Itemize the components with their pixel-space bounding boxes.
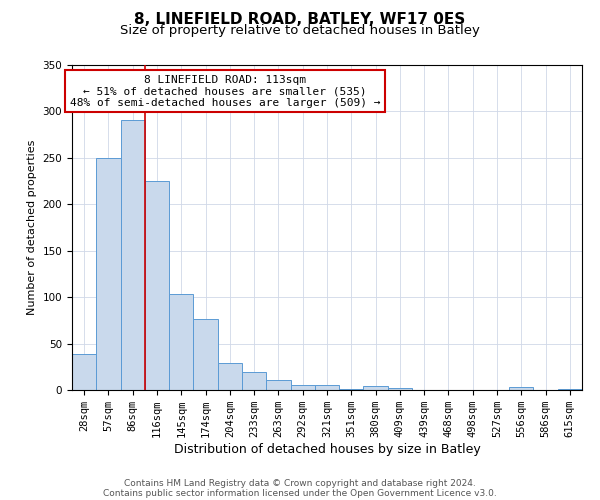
Text: 8 LINEFIELD ROAD: 113sqm
← 51% of detached houses are smaller (535)
48% of semi-: 8 LINEFIELD ROAD: 113sqm ← 51% of detach… [70,74,380,108]
Text: Contains HM Land Registry data © Crown copyright and database right 2024.: Contains HM Land Registry data © Crown c… [124,478,476,488]
X-axis label: Distribution of detached houses by size in Batley: Distribution of detached houses by size … [173,443,481,456]
Text: Contains public sector information licensed under the Open Government Licence v3: Contains public sector information licen… [103,488,497,498]
Bar [364,386,388,390]
Bar [218,363,242,390]
Bar [315,386,339,390]
Text: Size of property relative to detached houses in Batley: Size of property relative to detached ho… [120,24,480,37]
Bar [388,388,412,390]
Y-axis label: Number of detached properties: Number of detached properties [27,140,37,315]
Bar [558,389,582,390]
Bar [72,354,96,390]
Bar [290,386,315,390]
Bar [266,380,290,390]
Bar [169,294,193,390]
Bar [242,372,266,390]
Bar [145,181,169,390]
Bar [121,120,145,390]
Bar [96,158,121,390]
Bar [509,387,533,390]
Bar [339,389,364,390]
Text: 8, LINEFIELD ROAD, BATLEY, WF17 0ES: 8, LINEFIELD ROAD, BATLEY, WF17 0ES [134,12,466,28]
Bar [193,318,218,390]
